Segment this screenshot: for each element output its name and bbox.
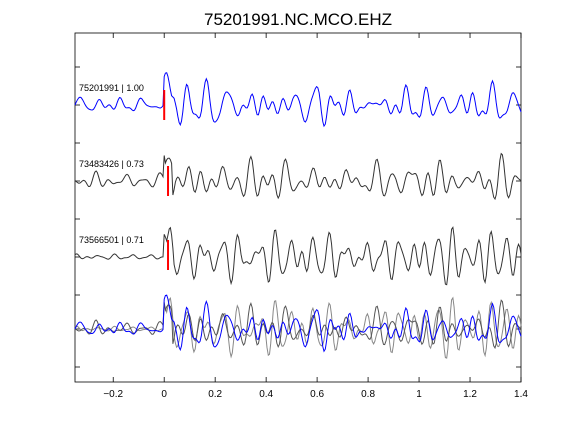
overlay-trace-2 [74,299,522,350]
y-ticks [75,66,521,368]
overlay-trace-1 [74,294,522,353]
x-tick-label: 0.8 [361,389,375,400]
x-tick-label: 1 [416,389,422,400]
x-tick-label: 1.2 [463,389,477,400]
trace-1 [74,72,522,128]
x-tick-label: 0.4 [259,389,273,400]
trace-2 [74,152,522,201]
plot-area [74,32,522,383]
trace-labels: 75201991 | 1.00 73483426 | 0.73 73566501 |… [79,83,144,245]
trace-label-2: 73483426 | 0.73 [79,159,144,169]
x-tick-label: 1.4 [514,389,528,400]
seismogram-traces [74,72,522,286]
overlay-trace-3 [74,296,522,359]
trace-3 [74,226,522,286]
x-tick-label: 0.6 [310,389,324,400]
x-axis: −0.2 0 0.2 0.4 0.6 0.8 1 1.2 1.4 [103,33,528,400]
x-tick-label: 0.2 [208,389,222,400]
x-tick-label: −0.2 [103,389,123,400]
trace-label-3: 73566501 | 0.71 [79,235,144,245]
x-tick-label: 0 [161,389,167,400]
overlay-traces [74,294,522,359]
trace-label-1: 75201991 | 1.00 [79,83,144,93]
chart-title: 75201991.NC.MCO.EHZ [204,10,392,29]
